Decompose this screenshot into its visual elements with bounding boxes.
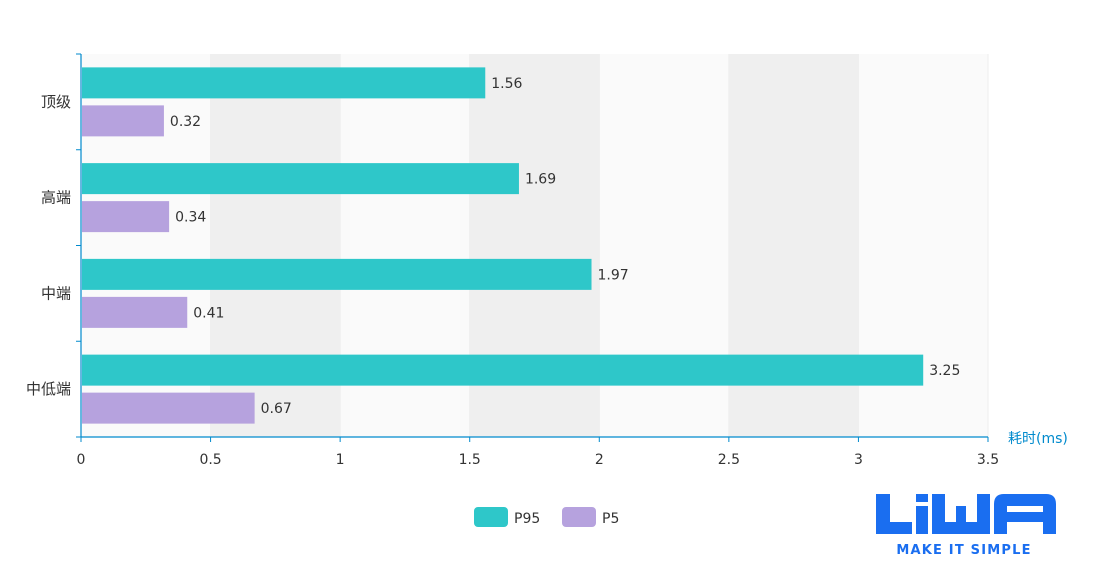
value-label: 3.25 [929, 363, 960, 379]
logo-letter-i-dot [916, 494, 928, 502]
bar-p95-3[interactable] [82, 354, 924, 386]
x-tick-label: 3 [854, 452, 863, 468]
bar-p5-1[interactable] [82, 201, 170, 233]
x-tick-label: 1.5 [459, 452, 481, 468]
legend-swatch [562, 507, 596, 527]
legend-item-p95[interactable]: P95 [474, 507, 540, 527]
bar-p95-0[interactable] [82, 67, 486, 99]
legend-item-p5[interactable]: P5 [562, 507, 619, 527]
liwa-logo: MAKE IT SIMPLE [868, 488, 1064, 560]
x-tick-label: 2.5 [718, 452, 740, 468]
axes [76, 53, 989, 442]
category-label: 顶级 [41, 93, 71, 111]
bar-p5-0[interactable] [82, 105, 164, 137]
x-tick-label: 2 [595, 452, 604, 468]
x-tick-labels: 0 0.5 1 1.5 2 2.5 3 3.5 [77, 452, 1000, 468]
legend[interactable]: P95 P5 [474, 507, 619, 527]
legend-label: P95 [514, 511, 540, 527]
value-label: 1.69 [525, 172, 556, 188]
value-label: 1.56 [491, 76, 522, 92]
category-label: 中端 [41, 284, 71, 302]
logo-tagline: MAKE IT SIMPLE [896, 543, 1031, 558]
bars [82, 67, 924, 424]
x-tick-label: 3.5 [977, 452, 999, 468]
legend-swatch [474, 507, 508, 527]
bar-p95-2[interactable] [82, 258, 592, 290]
value-labels: 1.56 0.32 1.69 0.34 1.97 0.41 3.25 0.67 [170, 76, 960, 417]
value-label: 0.67 [261, 401, 292, 417]
category-label: 高端 [41, 189, 71, 207]
logo-letter-a [994, 494, 1056, 534]
value-label: 0.32 [170, 114, 201, 130]
value-label: 0.41 [193, 305, 224, 321]
bar-p95-1[interactable] [82, 163, 519, 195]
logo-letter-w [932, 494, 990, 534]
x-axis-name: 耗时(ms) [1008, 431, 1068, 447]
bar-p5-3[interactable] [82, 392, 255, 424]
category-label: 中低端 [26, 380, 71, 398]
x-tick-label: 0 [77, 452, 86, 468]
value-label: 0.34 [175, 210, 206, 226]
x-tick-label: 1 [336, 452, 345, 468]
legend-label: P5 [602, 511, 619, 527]
logo-letter-l [876, 494, 912, 534]
bar-p5-2[interactable] [82, 296, 188, 328]
value-label: 1.97 [598, 267, 629, 283]
liwa-logo-mark [876, 494, 1056, 534]
logo-letter-i [916, 506, 928, 534]
x-tick-label: 0.5 [199, 452, 221, 468]
